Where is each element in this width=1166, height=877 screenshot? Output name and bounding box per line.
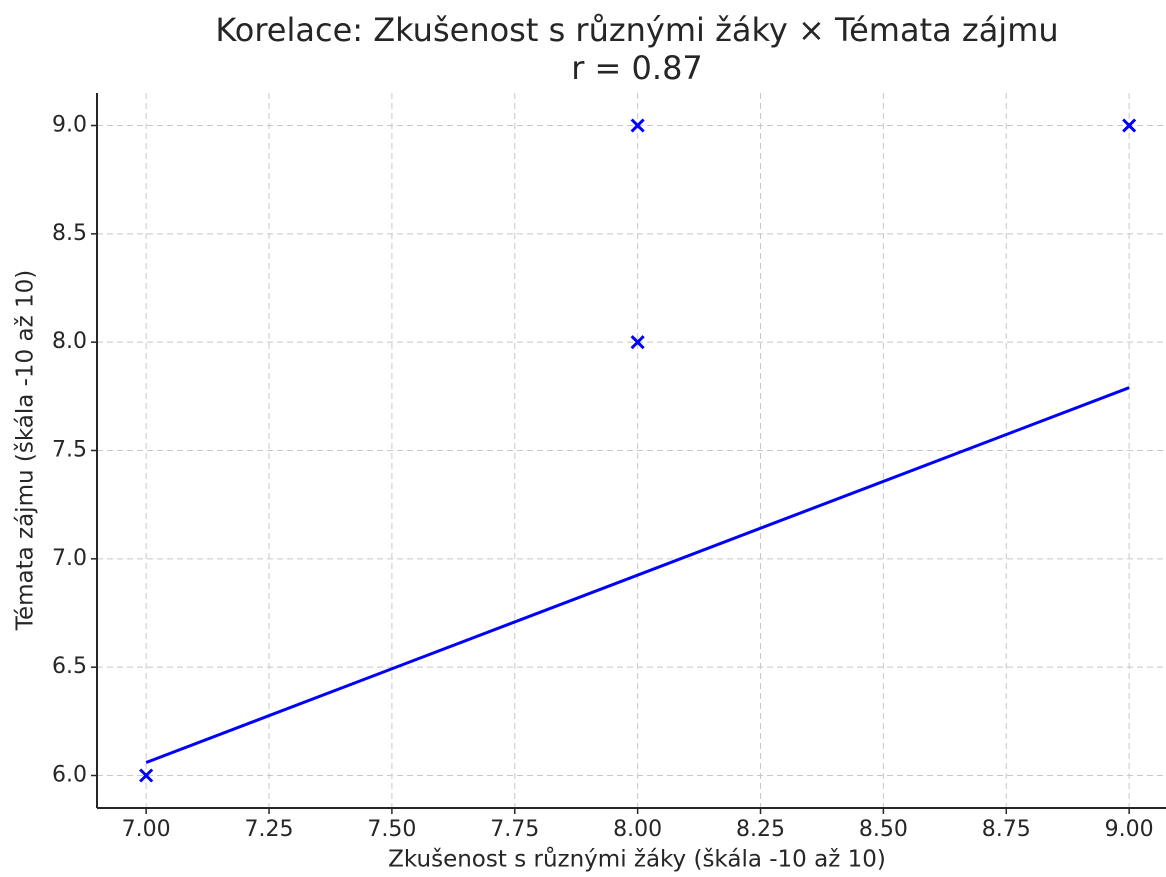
- x-tick-label: 8.00: [613, 817, 662, 842]
- scatter-point: [630, 335, 645, 350]
- x-tick-label: 7.75: [490, 817, 539, 842]
- y-tick-label: 8.5: [52, 221, 87, 246]
- x-tick-label: 8.50: [859, 817, 908, 842]
- chart-subtitle: r = 0.87: [571, 49, 703, 87]
- x-tick-label: 7.25: [245, 817, 294, 842]
- y-tick-label: 8.0: [52, 329, 87, 354]
- fit-line: [145, 386, 1130, 764]
- y-tick-label: 6.5: [52, 654, 87, 679]
- y-tick-label: 7.0: [52, 546, 87, 571]
- x-tick-label: 8.25: [736, 817, 785, 842]
- x-tick-label: 7.00: [122, 817, 171, 842]
- chart-title: Korelace: Zkušenost s různými žáky × Tém…: [215, 11, 1058, 49]
- x-tick-label: 7.50: [367, 817, 416, 842]
- y-tick-label: 6.0: [52, 763, 87, 788]
- x-axis-label: Zkušenost s různými žáky (škála -10 až 1…: [388, 846, 886, 873]
- scatter-point: [139, 768, 154, 783]
- y-tick-label: 9.0: [52, 113, 87, 138]
- x-tick-label: 8.75: [982, 817, 1031, 842]
- x-tick-label: 9.00: [1105, 817, 1154, 842]
- y-tick-label: 7.5: [52, 438, 87, 463]
- scatter-point: [630, 118, 645, 133]
- scatter-point: [1122, 118, 1137, 133]
- y-axis-label: Témata zájmu (škála -10 až 10): [13, 270, 39, 631]
